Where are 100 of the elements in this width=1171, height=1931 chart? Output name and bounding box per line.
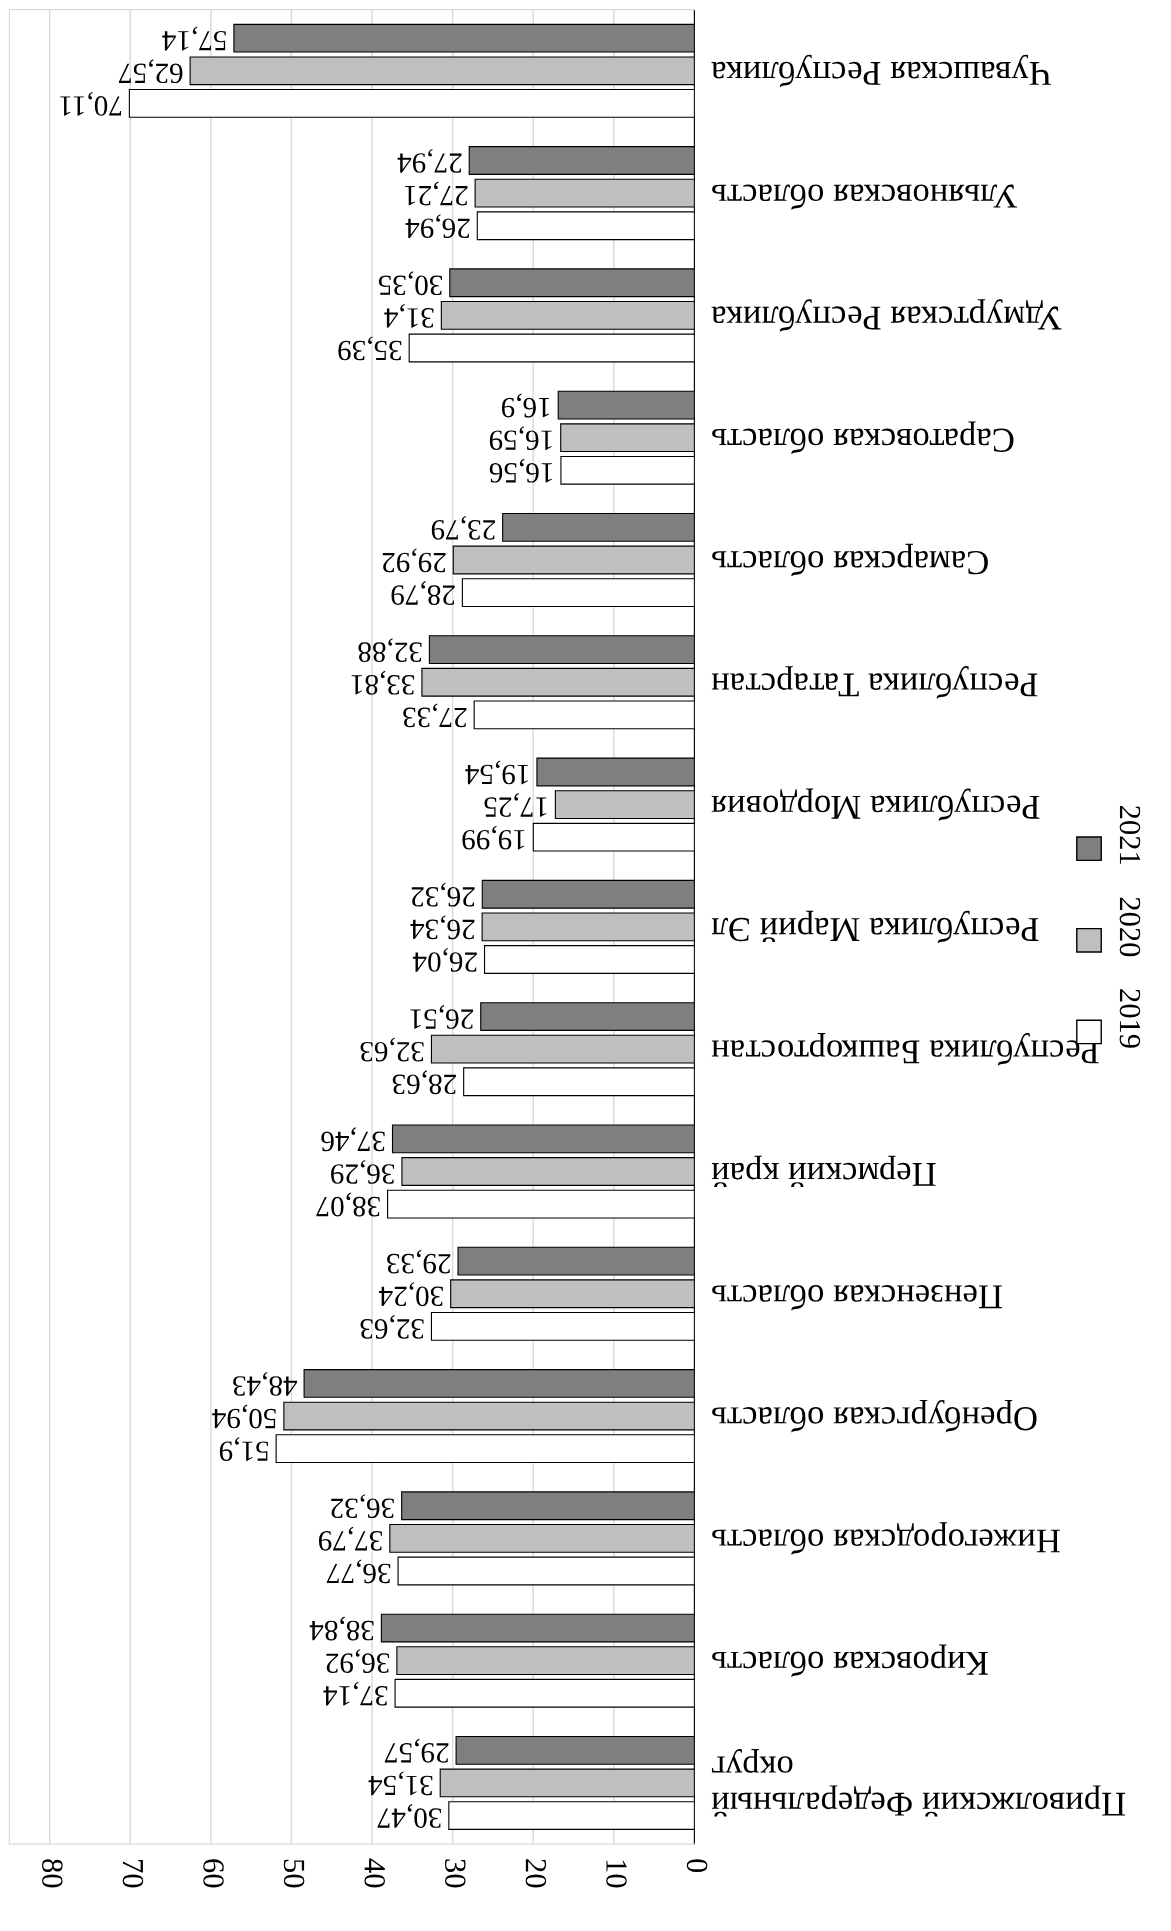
data-label: 28,63 xyxy=(392,1070,456,1095)
y-tick-label: Республика Мордовия xyxy=(711,788,1040,821)
y-tick-label: Республика Марий Эл xyxy=(711,910,1039,944)
bar xyxy=(430,1311,695,1341)
bar xyxy=(303,1369,695,1398)
data-label: 32,88 xyxy=(358,638,422,663)
bar xyxy=(408,333,695,363)
data-label: 50,94 xyxy=(212,1404,276,1429)
bar xyxy=(189,56,695,86)
bar xyxy=(502,512,695,542)
data-label: 27,94 xyxy=(397,148,462,173)
bar xyxy=(474,178,695,208)
data-label: 35,39 xyxy=(338,336,402,361)
bar xyxy=(560,455,695,485)
y-tick-label: Самарская область xyxy=(712,543,988,577)
bar xyxy=(455,1735,695,1765)
bar xyxy=(476,211,695,241)
bar xyxy=(430,1034,695,1064)
data-label: 31,4 xyxy=(384,303,434,328)
bar xyxy=(128,89,695,118)
data-label: 57,14 xyxy=(162,26,226,51)
bar xyxy=(397,1556,695,1586)
y-tick-label: Саратовская область xyxy=(712,421,1014,454)
bar xyxy=(283,1401,695,1431)
data-label: 32,63 xyxy=(360,1037,424,1062)
data-label: 29,92 xyxy=(382,548,446,573)
data-label: 16,59 xyxy=(489,426,552,450)
data-label: 31,54 xyxy=(368,1771,433,1796)
data-label: 27,21 xyxy=(404,181,468,206)
bar xyxy=(401,1157,695,1186)
bar xyxy=(391,1124,695,1154)
data-label: 27,33 xyxy=(403,703,467,728)
data-label: 32,63 xyxy=(360,1314,424,1339)
data-label: 19,54 xyxy=(465,760,528,785)
data-label: 17,25 xyxy=(484,793,547,817)
bar xyxy=(481,879,695,909)
bar xyxy=(554,790,695,819)
y-tick-label: Приволжский Федеральный округ xyxy=(711,1749,1126,1817)
data-label: 38,07 xyxy=(316,1192,380,1217)
bar xyxy=(394,1678,695,1708)
bar xyxy=(480,1002,695,1031)
bar xyxy=(468,146,695,175)
data-label: 19,99 xyxy=(462,825,525,850)
data-label: 62,57 xyxy=(118,59,183,84)
y-tick-label: Республика Татарстан xyxy=(711,666,1038,699)
y-tick-label: Удмуртская Республика xyxy=(711,299,1062,332)
data-label: 37,79 xyxy=(318,1526,382,1551)
y-tick-label: Кировская область xyxy=(712,1644,988,1677)
data-label: 38,84 xyxy=(309,1616,374,1641)
data-label: 48,43 xyxy=(233,1371,298,1396)
x-tick-label: 80 xyxy=(42,1859,63,1888)
legend-label: 2020 xyxy=(1119,897,1141,957)
bar xyxy=(448,1801,695,1830)
bar xyxy=(233,23,695,53)
data-label: 33,81 xyxy=(351,670,415,695)
y-tick-label: Оренбургская область xyxy=(712,1399,1037,1433)
bar xyxy=(440,300,695,330)
bar xyxy=(387,1189,695,1219)
bar xyxy=(449,268,695,298)
y-tick-label: Ульяновская область xyxy=(712,184,1018,210)
data-label: 30,47 xyxy=(377,1804,441,1828)
y-tick-label: Пермский край xyxy=(711,1155,936,1187)
bar xyxy=(439,1768,695,1798)
data-label: 29,33 xyxy=(387,1249,451,1274)
bar xyxy=(452,545,695,575)
data-label: 30,35 xyxy=(378,271,442,296)
data-label: 36,77 xyxy=(326,1559,391,1584)
bar xyxy=(473,700,695,730)
data-label: 36,92 xyxy=(326,1649,390,1673)
bar xyxy=(536,757,695,787)
legend-label: 2019 xyxy=(1119,989,1141,1048)
y-tick-label: Пензенская область xyxy=(712,1285,1002,1311)
bar xyxy=(461,578,695,608)
data-label: 36,29 xyxy=(331,1159,395,1184)
x-tick-label: 30 xyxy=(444,1859,466,1888)
bar xyxy=(560,423,695,453)
bar xyxy=(481,912,695,942)
data-label: 26,34 xyxy=(410,915,475,940)
bar xyxy=(463,1067,695,1097)
bar xyxy=(380,1613,695,1643)
data-label: 26,51 xyxy=(410,1005,474,1029)
x-tick-label: 70 xyxy=(122,1860,144,1888)
bar xyxy=(428,635,695,665)
bar xyxy=(421,667,695,697)
x-tick-label: 10 xyxy=(606,1860,627,1888)
x-tick-label: 50 xyxy=(283,1859,305,1888)
legend-label: 2021 xyxy=(1119,806,1141,864)
bar xyxy=(457,1246,695,1276)
bar xyxy=(401,1491,695,1521)
bar xyxy=(557,390,695,420)
data-label: 70,11 xyxy=(60,91,121,116)
y-tick-label: Чувашская Республика xyxy=(711,54,1051,87)
x-tick-label: 60 xyxy=(203,1859,224,1888)
bar xyxy=(532,822,695,852)
data-label: 36,32 xyxy=(331,1494,394,1519)
data-label: 16,9 xyxy=(501,393,550,418)
data-label: 37,14 xyxy=(323,1681,388,1706)
data-label: 28,79 xyxy=(391,581,455,605)
bar xyxy=(389,1523,695,1553)
y-tick-label: Нижегородская область xyxy=(712,1522,1060,1555)
